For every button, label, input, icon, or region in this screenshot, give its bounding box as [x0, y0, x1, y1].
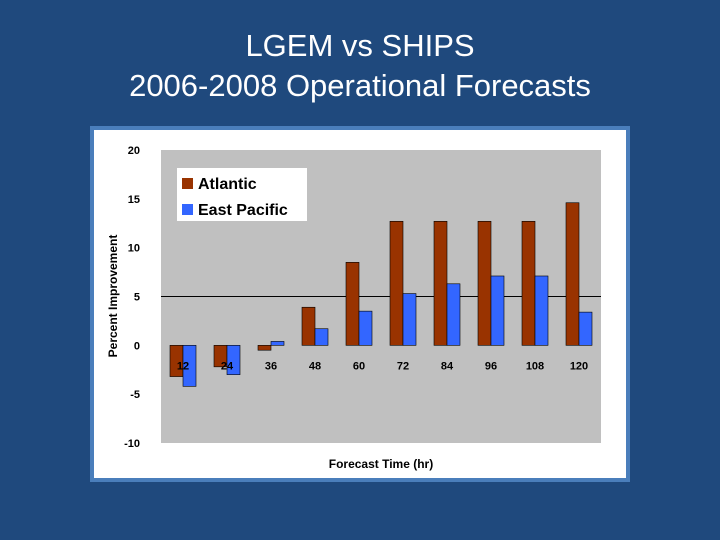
x-tick-label: 108 [526, 360, 544, 372]
bar-atlantic-36 [257, 345, 272, 351]
y-tick-label: -5 [130, 389, 140, 401]
x-tick-label: 36 [265, 360, 277, 372]
bar-east-pacific-12 [182, 345, 197, 387]
x-tick-label: 120 [570, 360, 588, 372]
bar-east-pacific-108 [534, 275, 549, 346]
bar-east-pacific-120 [578, 311, 593, 346]
x-tick-label: 96 [485, 360, 497, 372]
bar-atlantic-60 [345, 262, 360, 346]
bar-atlantic-84 [433, 220, 448, 346]
bar-atlantic-108 [521, 220, 536, 346]
y-tick-label: 20 [128, 145, 140, 157]
bar-atlantic-48 [301, 306, 316, 346]
bar-atlantic-120 [565, 202, 580, 346]
legend-box [177, 168, 307, 221]
y-tick-label: 10 [128, 243, 140, 255]
bar-east-pacific-72 [402, 293, 417, 346]
x-tick-label: 48 [309, 360, 321, 372]
bar-chart: 20 15 10 5 0 -5 -10 12 24 36 48 60 72 84 96 108 120 Per… [106, 145, 601, 471]
x-tick-label: 72 [397, 360, 409, 372]
legend-label-atlantic: Atlantic [198, 176, 257, 193]
x-tick-label: 84 [441, 360, 454, 372]
bar-atlantic-96 [477, 220, 492, 346]
legend-swatch-atlantic [182, 178, 193, 189]
x-tick-label: 12 [177, 360, 189, 372]
bar-east-pacific-60 [358, 310, 373, 346]
y-tick-label: 0 [134, 340, 140, 352]
bar-east-pacific-96 [490, 275, 505, 346]
bar-east-pacific-36 [270, 341, 285, 346]
slide-title-line-1: LGEM vs SHIPS [245, 28, 475, 63]
slide-title: LGEM vs SHIPS 2006-2008 Operational Fore… [0, 26, 720, 106]
slide-title-line-2: 2006-2008 Operational Forecasts [129, 68, 591, 103]
bar-atlantic-72 [389, 220, 404, 346]
y-tick-label: 5 [134, 292, 140, 304]
chart-frame: 20 15 10 5 0 -5 -10 12 24 36 48 60 72 84 96 108 120 Per… [90, 126, 630, 482]
y-axis-title: Percent Improvement [106, 235, 120, 358]
x-axis-title: Forecast Time (hr) [329, 457, 433, 471]
y-tick-label: 15 [128, 194, 140, 206]
bar-east-pacific-48 [314, 328, 329, 346]
y-tick-label: -10 [124, 438, 140, 450]
x-tick-label: 24 [221, 360, 234, 372]
bar-east-pacific-24 [226, 345, 241, 375]
x-tick-label: 60 [353, 360, 365, 372]
legend-label-east-pacific: East Pacific [198, 202, 288, 219]
bar-east-pacific-84 [446, 283, 461, 346]
legend-swatch-east-pacific [182, 204, 193, 215]
legend: Atlantic East Pacific [177, 168, 307, 221]
